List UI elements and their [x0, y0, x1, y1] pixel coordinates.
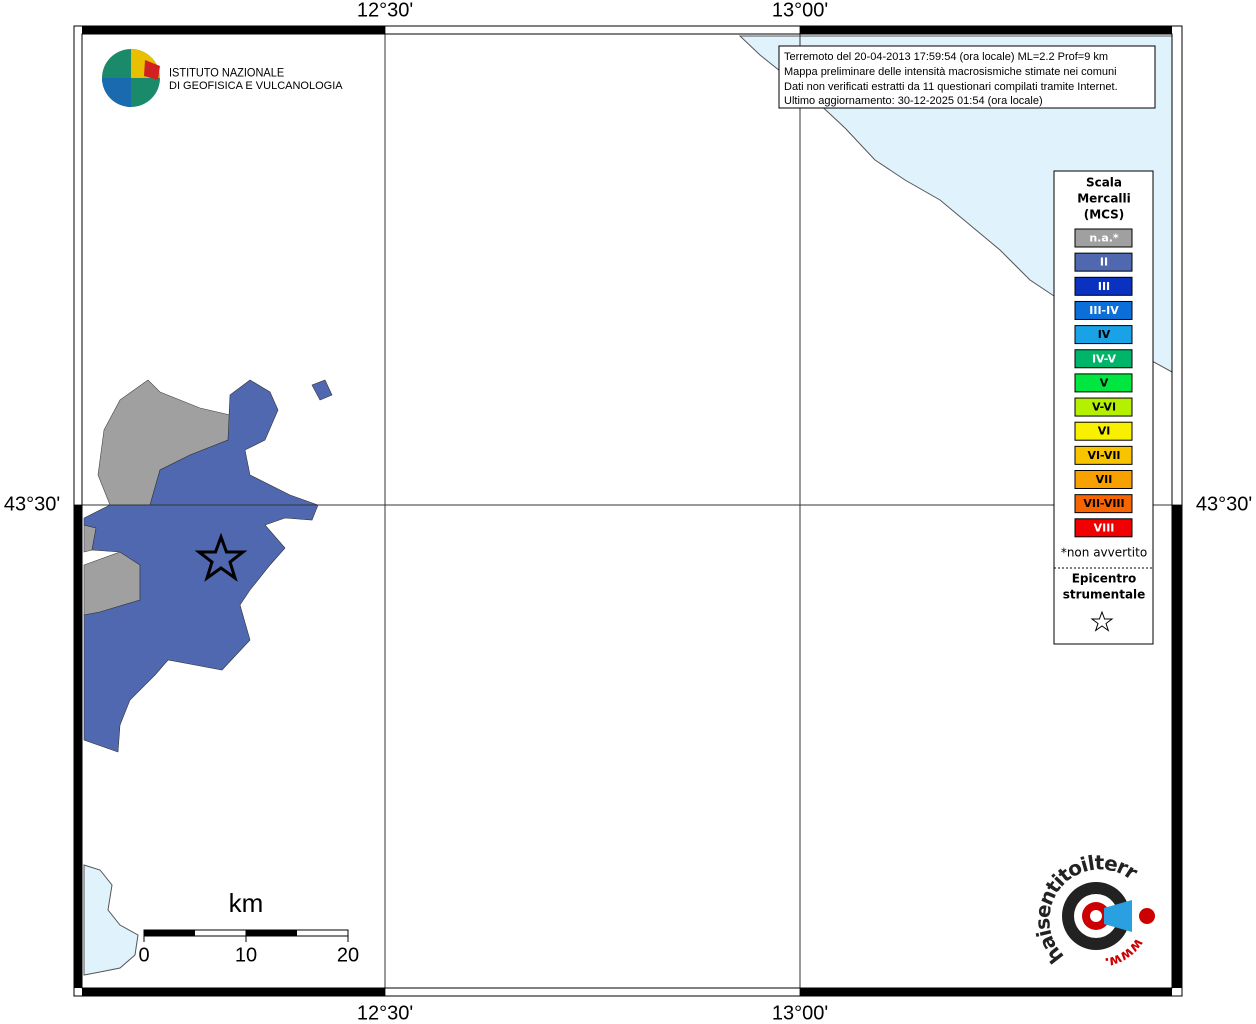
legend-title: Mercalli: [1077, 192, 1131, 206]
epicenter: [194, 532, 248, 582]
lon-label: 12°30': [357, 1002, 413, 1024]
legend-label: II: [1100, 256, 1108, 269]
legend-star: [1090, 610, 1114, 632]
scale-bar: [144, 930, 195, 936]
legend-epicenter: strumentale: [1063, 588, 1146, 602]
legend-label: IV-V: [1092, 352, 1117, 365]
legend-label: III: [1098, 280, 1110, 293]
legend-swatch: [1074, 397, 1133, 417]
logo-globe: [102, 78, 131, 107]
logo-text: ISTITUTO NAZIONALE: [169, 67, 285, 79]
legend-label: VII-VIII: [1083, 497, 1124, 510]
legend-label: VIII: [1094, 521, 1115, 534]
legend-swatch: [1074, 518, 1133, 538]
legend-swatch: [1074, 470, 1133, 489]
intensity-area: [311, 379, 333, 401]
info-line: Mappa preliminare delle intensità macros…: [784, 66, 1117, 78]
legend-label: III-IV: [1089, 304, 1119, 317]
logo-text: DI GEOFISICA E VULCANOLOGIA: [169, 80, 343, 92]
legend-swatch: [1074, 325, 1133, 345]
legend-swatch: [1074, 494, 1133, 514]
info-line: Terremoto del 20-04-2013 17:59:54 (ora l…: [784, 51, 1108, 63]
site-logo: [1104, 900, 1132, 932]
legend-title: (MCS): [1084, 208, 1125, 222]
legend-swatch: [1074, 349, 1133, 369]
legend-swatch: [1074, 445, 1133, 465]
sea: [83, 864, 139, 976]
scale-ticks: [143, 930, 349, 942]
lon-label: 12°30': [357, 0, 413, 21]
legend-items: n.a.*IIIIIIII-IVIVIV-VVV-VIVIVI-VIIVIIVI…: [1074, 228, 1133, 538]
legend-label: V: [1100, 376, 1109, 389]
intensity-area: [83, 379, 319, 753]
frame-bars: [74, 26, 1182, 996]
legend-swatch: [1074, 373, 1133, 393]
lon-label: 13°00': [772, 0, 828, 21]
scale-bar: [246, 930, 297, 936]
logo-globe: [144, 60, 160, 80]
legend-label: VI: [1098, 425, 1111, 438]
legend-label: IV: [1098, 328, 1111, 341]
lat-label: 43°30': [1196, 493, 1252, 515]
legend-label: V-VI: [1092, 401, 1116, 414]
site-logo: [1090, 910, 1102, 922]
legend-swatch: [1074, 421, 1133, 441]
site-logo: [1139, 908, 1155, 924]
lon-label: 13°00': [772, 1002, 828, 1024]
legend-label: n.a.*: [1089, 232, 1119, 245]
legend-swatch: [1074, 276, 1133, 296]
lat-label: 43°30': [4, 493, 60, 515]
legend-title: Scala: [1086, 176, 1122, 190]
legend-epicenter: Epicentro: [1072, 572, 1137, 586]
info-box: [778, 45, 1156, 109]
scale-label: 10: [235, 944, 257, 966]
legend-label: VII: [1096, 473, 1113, 486]
legend-note: *non avvertito: [1061, 546, 1147, 560]
scale-label: 20: [337, 944, 359, 966]
legend-swatch: [1074, 228, 1133, 248]
legend-swatch: [1074, 252, 1133, 272]
scale-unit: km: [229, 888, 264, 918]
legend-swatch: [1074, 300, 1133, 320]
info-line: Dati non verificati estratti da 11 quest…: [784, 81, 1118, 93]
legend-label: VI-VII: [1087, 449, 1120, 462]
scale-label: 0: [138, 944, 149, 966]
info-line: Ultimo aggiornamento: 30-12-2025 01:54 (…: [784, 95, 1043, 107]
